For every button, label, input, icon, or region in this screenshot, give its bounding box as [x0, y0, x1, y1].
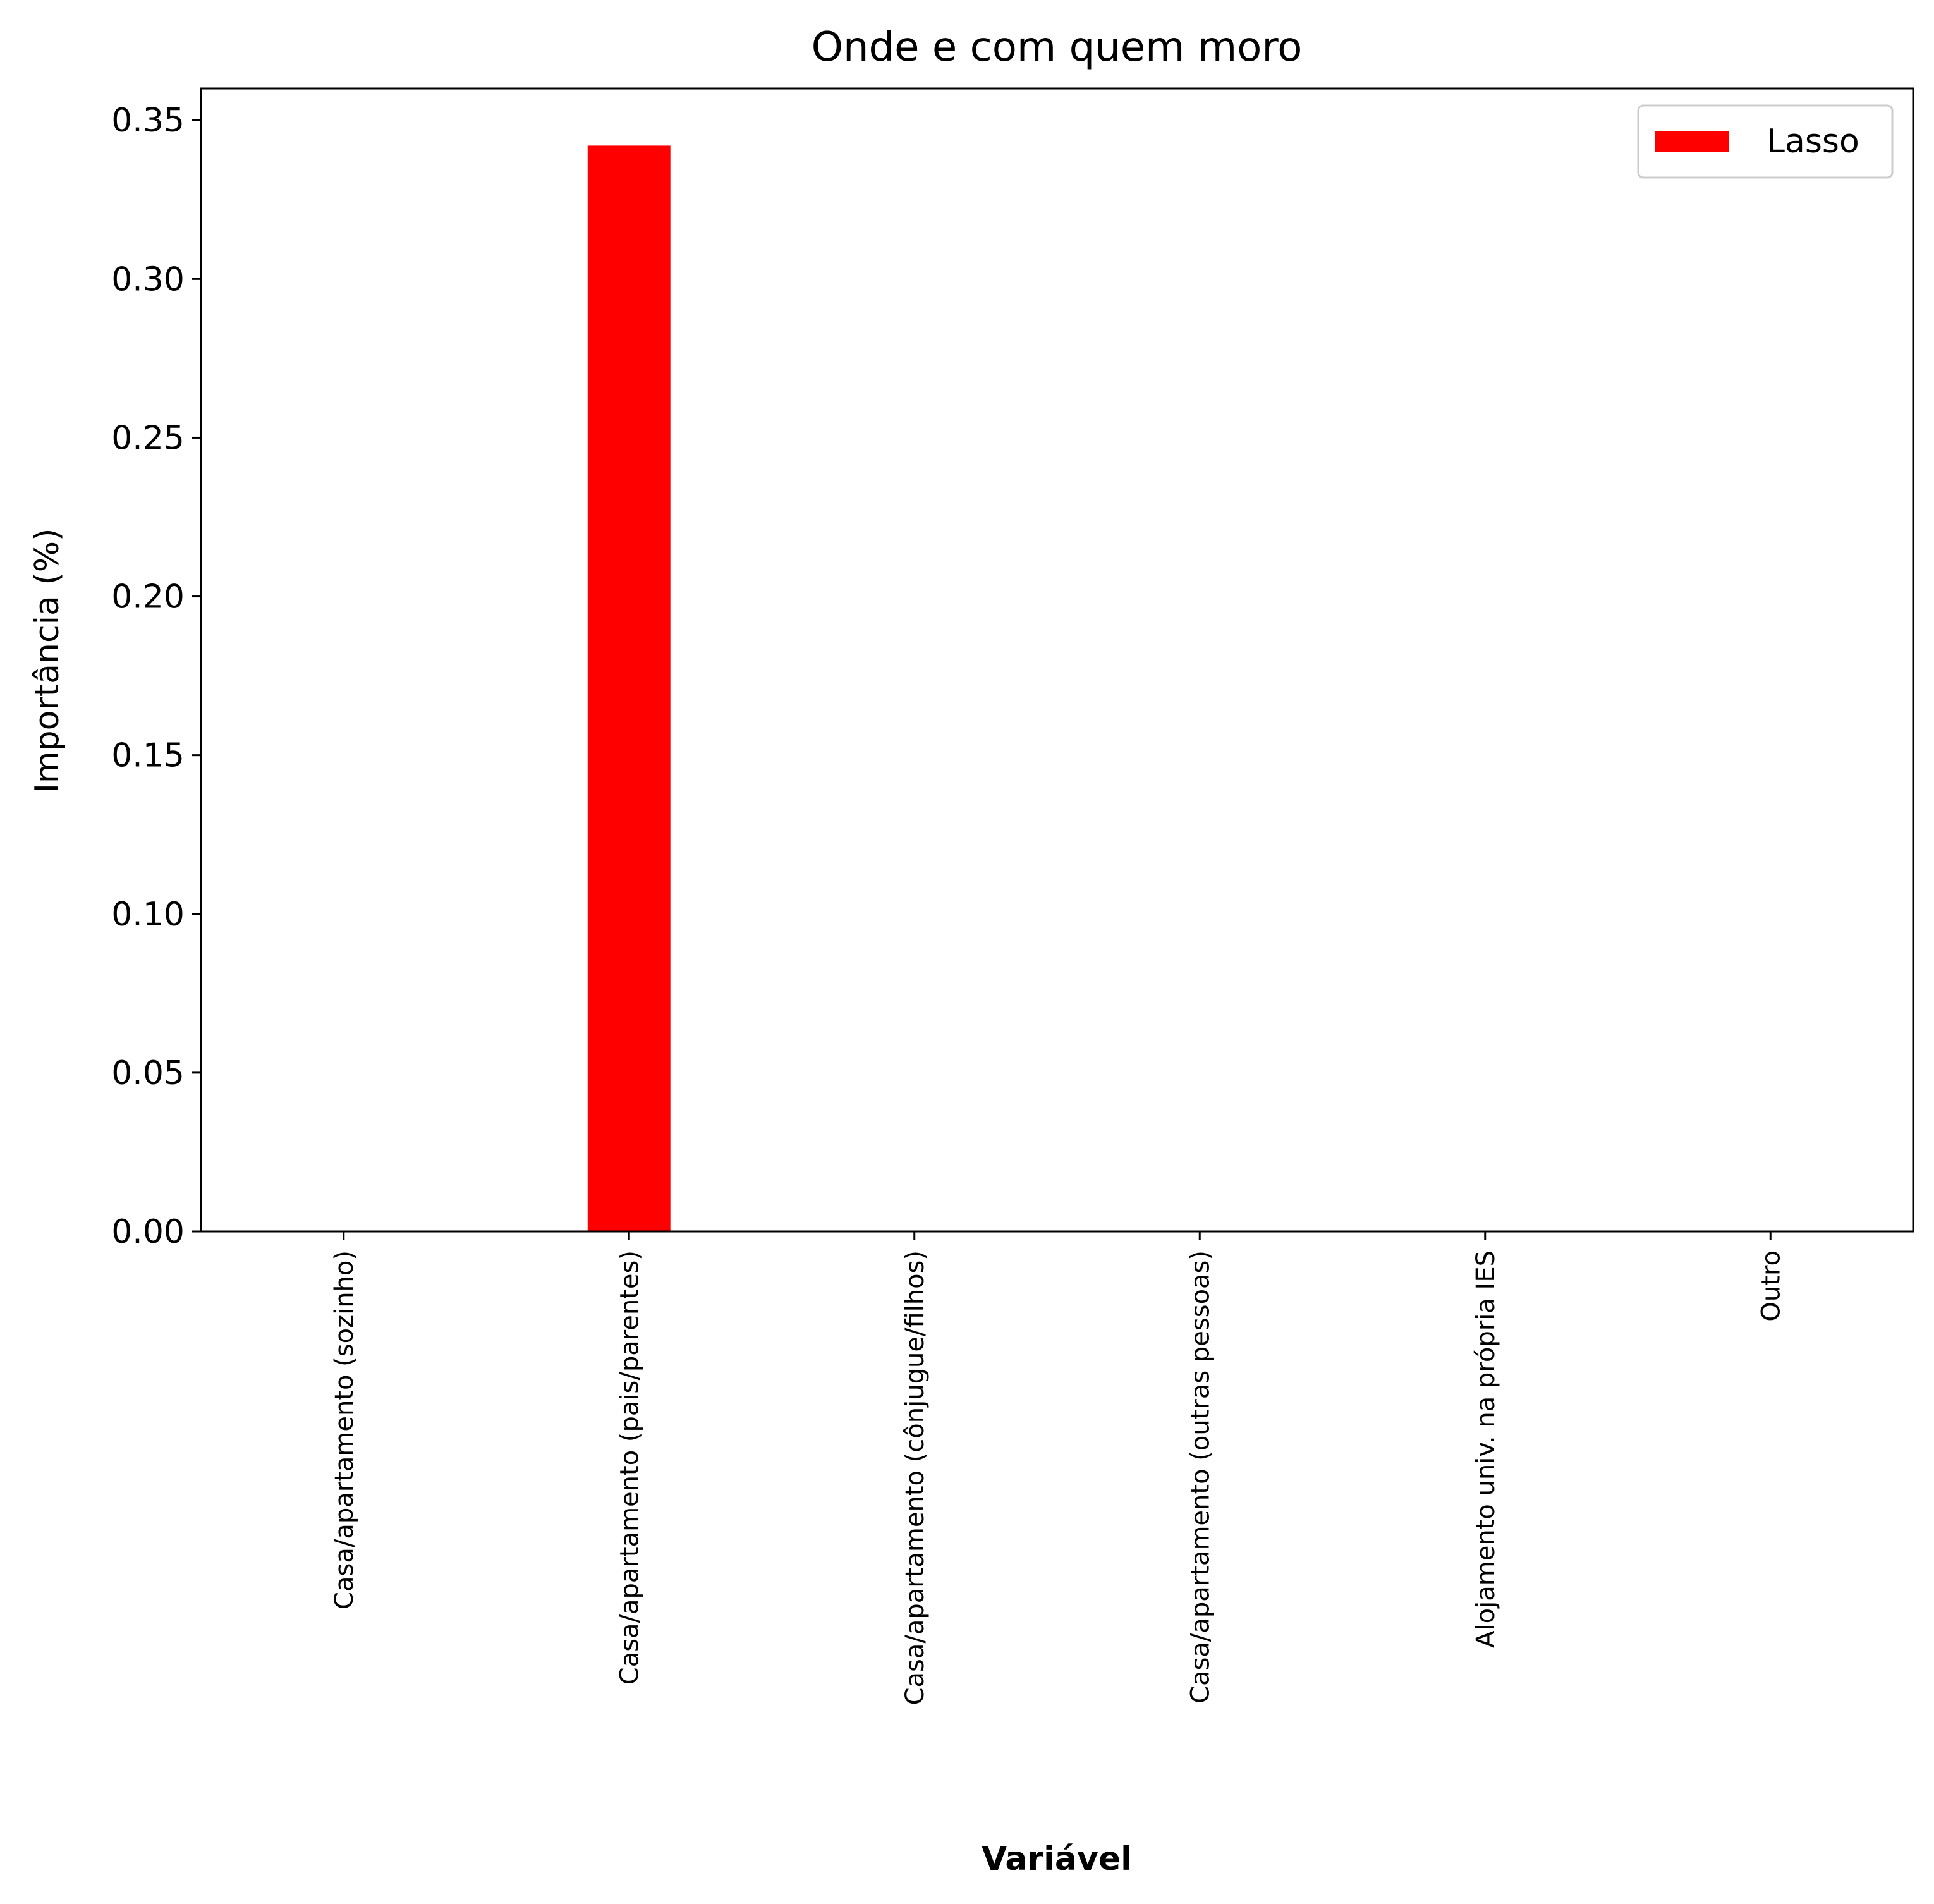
y-tick-label: 0.30: [111, 260, 185, 298]
chart-title: Onde e com quem moro: [812, 24, 1303, 71]
y-tick-label: 0.15: [111, 737, 185, 775]
x-tick-label: Casa/apartamento (sozinho): [330, 1250, 359, 1609]
legend-frame: [1637, 104, 1894, 179]
x-tick-label: Casa/apartamento (cônjugue/filhos): [901, 1250, 930, 1705]
y-axis-ticks: 0.00 0.05 0.10 0.15 0.20 0.25 0.30 0.35: [111, 102, 201, 1251]
legend-swatch: [1655, 131, 1729, 152]
legend: Lasso: [1637, 104, 1894, 179]
y-tick-label: 0.35: [111, 102, 185, 140]
y-tick-label: 0.20: [111, 578, 185, 616]
x-axis-ticks: Casa/apartamento (sozinho) Casa/apartamen…: [330, 1231, 1785, 1705]
plot-frame: [200, 87, 1914, 1233]
y-tick-label: 0.00: [111, 1213, 185, 1251]
x-tick-label: Casa/apartamento (pais/parentes): [615, 1250, 644, 1685]
bars-group: [587, 145, 671, 1231]
y-tick-label: 0.05: [111, 1054, 185, 1092]
y-tick-label: 0.10: [111, 896, 185, 934]
x-tick-label: Alojamento univ. na própria IES: [1471, 1250, 1500, 1648]
y-axis-label: Importância (%): [28, 528, 66, 793]
bar: [587, 145, 671, 1231]
legend-label: Lasso: [1767, 123, 1859, 161]
x-tick-label: Outro: [1756, 1250, 1785, 1322]
x-tick-label: Casa/apartamento (outras pessoas): [1186, 1250, 1215, 1704]
x-axis-label: Variável: [982, 1840, 1132, 1878]
y-tick-label: 0.25: [111, 419, 185, 457]
